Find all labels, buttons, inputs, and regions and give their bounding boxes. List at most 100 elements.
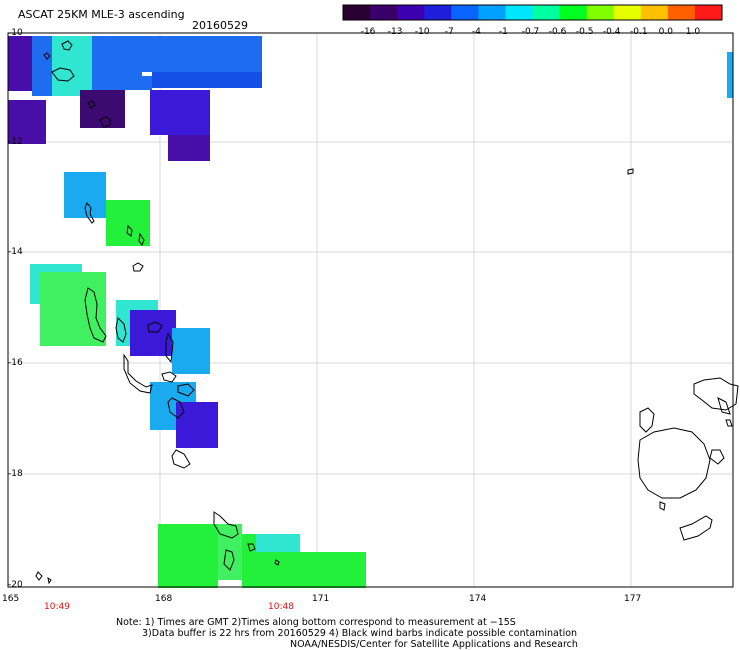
colorbar-label: -13 xyxy=(387,27,403,37)
colorbar-swatch xyxy=(613,5,642,20)
wind-cells xyxy=(8,36,733,588)
wind-cell xyxy=(8,100,46,144)
island-banks-3 xyxy=(87,100,96,109)
lat-label: -16 xyxy=(8,358,23,368)
colorbar-label: -0.6 xyxy=(548,27,567,37)
island-tanna xyxy=(213,511,239,539)
island-sw-2 xyxy=(47,576,52,585)
island-banks-2 xyxy=(43,52,51,60)
island-fiji-viti-levu xyxy=(637,427,711,499)
lon-label: 174 xyxy=(469,594,487,604)
island-efate xyxy=(167,397,185,419)
wind-cell xyxy=(80,90,125,128)
colorbar-label: -16 xyxy=(360,27,376,37)
colorbar-label: -0.5 xyxy=(575,27,594,37)
note-line-3: NOAA/NESDIS/Center for Satellite Applica… xyxy=(290,639,578,650)
island-futuna xyxy=(247,543,256,552)
wind-cell xyxy=(218,524,242,580)
colorbar-label: -4 xyxy=(471,27,481,37)
note-line-1: Note: 1) Times are GMT 2)Times along bot… xyxy=(116,617,516,628)
colorbar-swatch xyxy=(559,5,588,20)
colorbar-swatch xyxy=(343,5,371,20)
colorbar-swatch xyxy=(532,5,561,20)
wind-cell xyxy=(168,135,210,161)
island-efate-n xyxy=(177,383,195,397)
lat-label: -18 xyxy=(8,469,23,479)
colorbar-swatch xyxy=(694,5,723,20)
wind-cell xyxy=(8,36,32,91)
island-espiritu xyxy=(84,202,95,224)
wind-cell xyxy=(727,52,733,98)
colorbar xyxy=(342,4,723,21)
lat-label: -12 xyxy=(8,137,23,147)
wind-cell xyxy=(172,328,210,374)
island-small-1 xyxy=(132,262,144,272)
colorbar-swatch xyxy=(667,5,696,20)
lat-label: -14 xyxy=(8,247,23,257)
island-ambae xyxy=(147,321,163,333)
colorbar-label: -10 xyxy=(414,27,430,37)
colorbar-swatch xyxy=(505,5,533,20)
island-fiji-taveuni xyxy=(717,397,731,415)
island-torres xyxy=(61,40,73,51)
island-fiji-vanua-levu xyxy=(693,377,739,411)
graticule xyxy=(8,33,733,587)
island-fiji-rotuma xyxy=(627,168,634,175)
island-malekula xyxy=(115,316,127,343)
colorbar-swatch xyxy=(478,5,506,20)
island-shepherd xyxy=(161,371,177,383)
colorbar-frame xyxy=(342,4,723,21)
wind-cell xyxy=(300,552,366,588)
lon-label: 168 xyxy=(155,594,173,604)
wind-cell xyxy=(256,534,300,552)
coastlines xyxy=(35,40,739,585)
island-santo xyxy=(84,287,107,343)
map-frame xyxy=(7,32,734,588)
wind-cell xyxy=(150,90,210,135)
colorbar-label: -0.4 xyxy=(602,27,621,37)
wind-cell xyxy=(52,36,92,96)
lon-label: 177 xyxy=(624,594,642,604)
island-fiji-lau xyxy=(725,419,733,427)
colorbar-label: 0.0 xyxy=(658,27,674,37)
lat-label: -10 xyxy=(8,28,23,38)
wind-cell xyxy=(92,76,152,90)
wind-cell xyxy=(92,36,142,76)
colorbar-swatch xyxy=(424,5,452,20)
colorbar-label: -0.7 xyxy=(521,27,540,37)
wind-cell xyxy=(64,172,106,218)
colorbar-label: -0.1 xyxy=(630,27,648,37)
island-aniwa xyxy=(274,559,280,566)
island-sw xyxy=(35,571,43,581)
lon-label: 165 xyxy=(2,594,20,604)
island-banks-1 xyxy=(51,67,75,82)
colorbar-swatch xyxy=(397,5,425,20)
island-erromango xyxy=(171,449,191,469)
island-maewo xyxy=(126,224,133,237)
island-epi xyxy=(123,353,153,394)
colorbar-label: -1 xyxy=(498,27,508,37)
note-line-2: 3)Data buffer is 22 hrs from 20160529 4)… xyxy=(142,628,578,639)
wind-cell xyxy=(130,310,176,356)
wind-cell xyxy=(40,272,106,346)
lon-label: 171 xyxy=(312,594,330,604)
island-pentecost xyxy=(138,232,145,247)
island-ambrym xyxy=(165,332,174,364)
wind-cell xyxy=(152,72,262,88)
wind-cell xyxy=(32,36,52,96)
island-fiji-ovalau xyxy=(709,449,725,465)
colorbar-swatch xyxy=(451,5,479,20)
colorbar-swatch xyxy=(640,5,669,20)
pass-time: 10:48 xyxy=(268,602,294,612)
product-title: ASCAT 25KM MLE-3 ascending xyxy=(18,8,185,21)
island-banks-4 xyxy=(99,116,111,128)
colorbar-label: -7 xyxy=(444,27,454,37)
pass-time: 10:49 xyxy=(44,602,70,612)
date-label: 20160529 xyxy=(192,19,248,32)
island-fiji-vatulele xyxy=(659,501,666,511)
island-fiji-kadavu xyxy=(679,515,713,541)
lat-label: -20 xyxy=(8,580,23,590)
colorbar-label: 1.0 xyxy=(685,27,701,37)
colorbar-swatch xyxy=(586,5,615,20)
